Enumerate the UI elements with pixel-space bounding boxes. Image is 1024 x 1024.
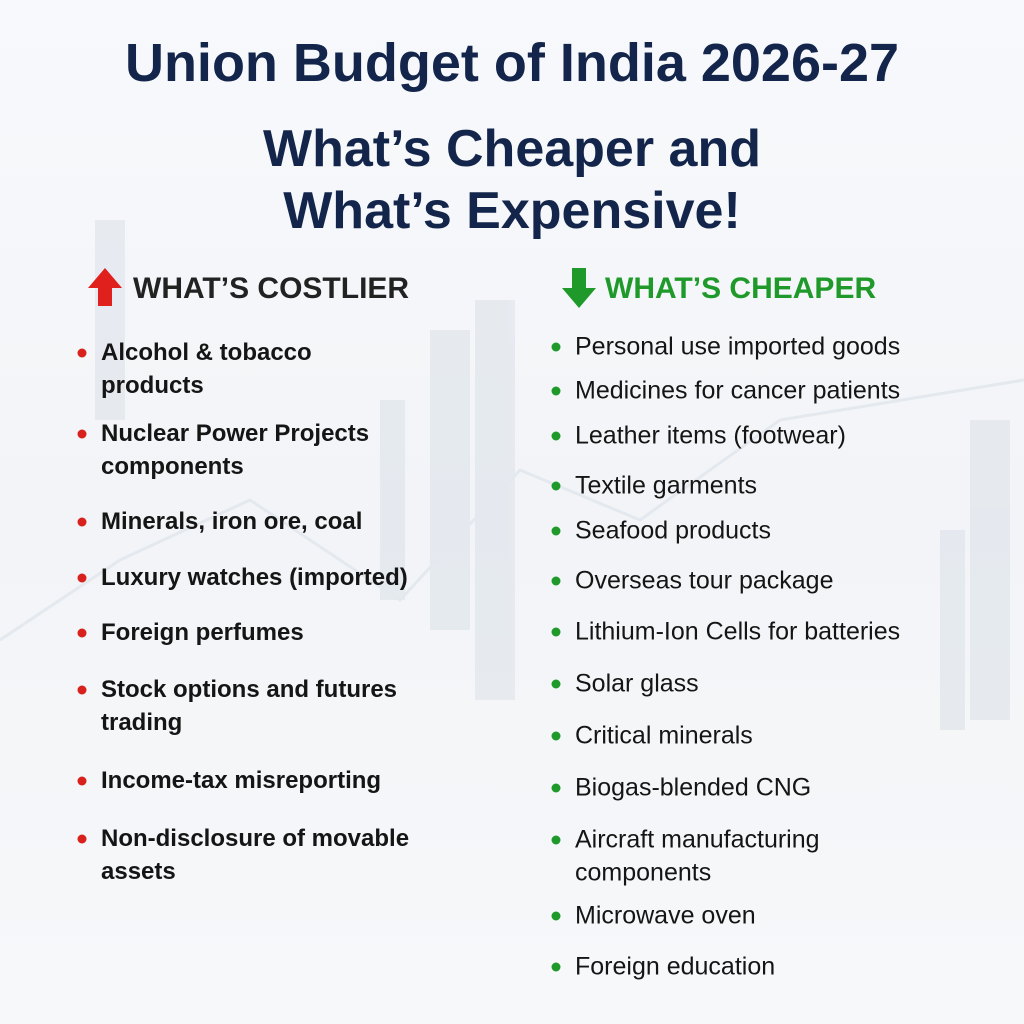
item-text: Leather items (footwear) <box>575 421 846 450</box>
subtitle: What’s Cheaper and What’s Expensive! <box>0 118 1024 242</box>
bullet <box>551 526 561 536</box>
bullet <box>551 679 561 689</box>
bullet <box>77 517 87 527</box>
bullet <box>77 628 87 638</box>
item-text: Minerals, iron ore, coal <box>101 508 363 535</box>
item-text: Stock options and futures <box>101 676 398 703</box>
bullet <box>77 429 87 439</box>
item-text: Nuclear Power Projects <box>101 420 370 447</box>
item-text: Aircraft manufacturing <box>575 825 820 854</box>
item-text: Biogas-blended CNG <box>575 773 812 802</box>
item-text: Seafood products <box>575 516 771 545</box>
bullet <box>551 386 561 396</box>
bullet <box>551 342 561 352</box>
costlier-heading: WHAT’S COSTLIER <box>133 272 410 305</box>
bullet <box>551 481 561 491</box>
item-text: Alcohol & tobacco <box>101 339 312 366</box>
subtitle-line: What’s Expensive! <box>283 182 741 240</box>
item-text: Non-disclosure of movable <box>101 825 410 852</box>
item-text: products <box>101 372 204 399</box>
item-text: Medicines for cancer patients <box>575 376 901 405</box>
item-text: Luxury watches (imported) <box>101 564 408 591</box>
cheaper-heading: WHAT’S CHEAPER <box>605 272 877 305</box>
item-text: Critical minerals <box>575 721 753 750</box>
bullet <box>551 835 561 845</box>
bullet <box>77 573 87 583</box>
bullet <box>551 911 561 921</box>
item-text: components <box>101 453 244 480</box>
item-text: Solar glass <box>575 669 699 698</box>
item-text: Foreign education <box>575 952 776 981</box>
bullet <box>77 685 87 695</box>
subtitle-line: What’s Cheaper and <box>263 120 761 178</box>
bullet <box>551 731 561 741</box>
bullet <box>77 776 87 786</box>
bullet <box>551 576 561 586</box>
item-text: Microwave oven <box>575 901 756 930</box>
item-text: Income-tax misreporting <box>101 767 382 794</box>
bullet <box>551 783 561 793</box>
bullet <box>551 962 561 972</box>
item-text: assets <box>101 858 176 885</box>
item-text: Foreign perfumes <box>101 619 304 646</box>
title: Union Budget of India 2026-27 <box>124 33 900 93</box>
bullet <box>551 431 561 441</box>
bullet <box>77 834 87 844</box>
item-text: Lithium-Ion Cells for batteries <box>575 617 901 646</box>
item-text: trading <box>101 709 183 736</box>
bullet <box>77 348 87 358</box>
item-text: Textile garments <box>575 471 758 500</box>
item-text: Personal use imported goods <box>575 332 901 361</box>
item-text: components <box>575 858 712 887</box>
bullet <box>551 627 561 637</box>
item-text: Overseas tour package <box>575 566 834 595</box>
